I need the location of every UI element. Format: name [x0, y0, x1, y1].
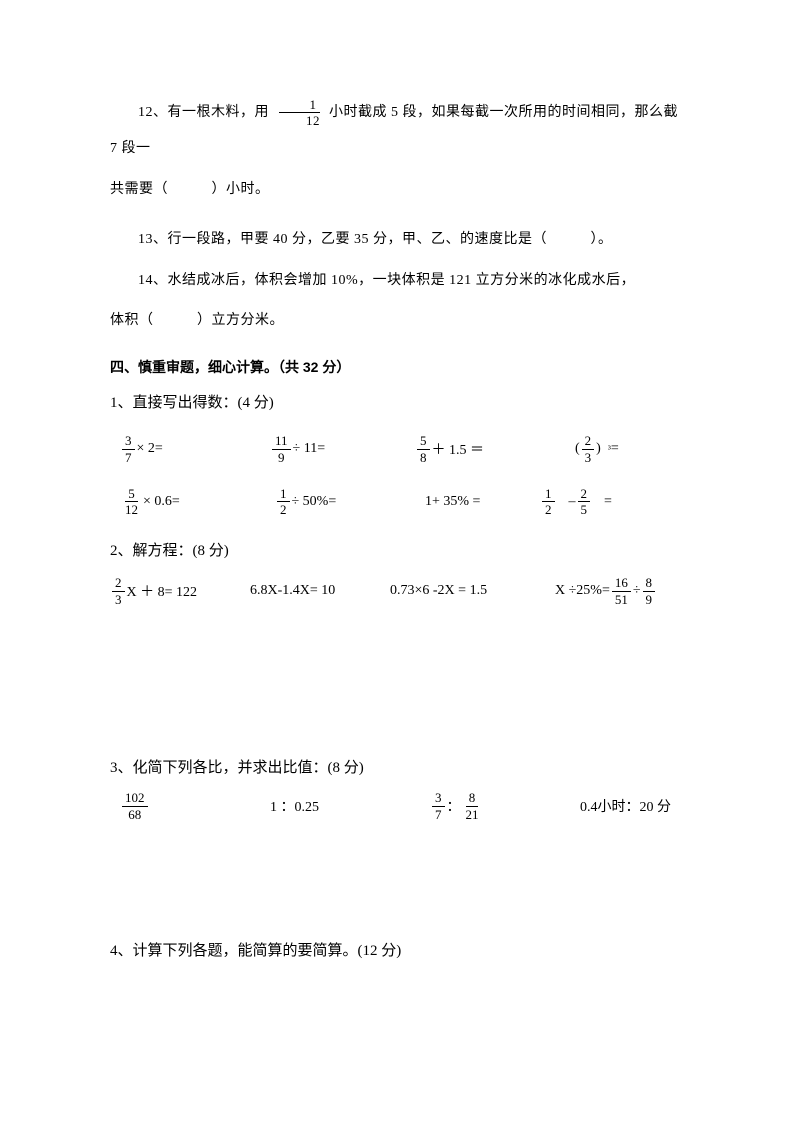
frac-num: 102	[122, 791, 148, 807]
frac-num: 11	[272, 434, 291, 450]
frac-num: 2	[578, 487, 591, 503]
frac-icon: 5 12	[122, 487, 141, 517]
expr-tail: ＋ 1.5 ＝	[432, 439, 485, 459]
frac-den: 9	[275, 450, 288, 465]
p2-row: 2 3 X ＋ 8= 122 6.8X-1.4X= 10 0.73×6 -2X …	[110, 576, 683, 606]
work-space	[110, 622, 683, 742]
frac-den: 68	[125, 807, 144, 822]
frac-den: 21	[463, 807, 482, 822]
p1-row1: 3 7 × 2= 11 9 ÷ 11= 5 8 ＋ 1.5 ＝ ( 2 3	[110, 434, 683, 464]
frac-num: 16	[612, 576, 631, 592]
expr-tail: X ＋ 8= 122	[127, 581, 198, 601]
lparen: (	[575, 441, 580, 457]
frac-icon: 16 51	[612, 576, 631, 606]
p3-c4: 0.4小时：20 分	[580, 796, 671, 816]
p1-r1-c1: 3 7 × 2=	[110, 434, 270, 464]
frac-icon: 102 68	[122, 791, 148, 821]
frac-den: 2	[277, 502, 290, 517]
q14-line1: 14、水结成冰后，体积会增加 10%，一块体积是 121 立方分米的冰化成水后，	[110, 263, 683, 299]
frac-den: 5	[578, 502, 591, 517]
frac-num: 1	[542, 487, 555, 503]
p4-title: 4、计算下列各题，能简算的要简算。(12 分)	[110, 939, 683, 960]
expr-tail: =	[604, 494, 612, 510]
section4-title: 四、慎重审题，细心计算。（共 32 分）	[110, 357, 683, 377]
q12-line2: 共需要（ ）小时。	[110, 172, 683, 208]
p3-c3: 3 7 ： 8 21	[430, 791, 580, 821]
frac-icon: 3 7	[432, 791, 445, 821]
expr: 6.8X-1.4X= 10	[250, 583, 335, 599]
q12-frac: 1 12	[275, 98, 323, 128]
frac-num: 8	[466, 791, 479, 807]
colon: ：	[447, 796, 461, 816]
frac-icon: 2 3	[582, 434, 595, 464]
expr-pre: X ÷25%=	[555, 583, 610, 599]
p2-c4: X ÷25%= 16 51 ÷ 8 9	[555, 576, 657, 606]
expr-tail: ÷ 50%=	[292, 494, 337, 510]
frac-icon: 8 9	[643, 576, 656, 606]
p1-r1-c2: 11 9 ÷ 11=	[270, 434, 415, 464]
frac-num: 2	[112, 576, 125, 592]
p2-c3: 0.73×6 -2X = 1.5	[390, 583, 555, 599]
frac-den: 51	[612, 592, 631, 607]
expr-tail: ÷ 11=	[293, 441, 326, 457]
frac-den: 3	[582, 450, 595, 465]
div: ÷	[633, 583, 641, 599]
expr: 1+ 35% =	[425, 494, 480, 510]
spacer	[110, 212, 683, 222]
frac-icon: 5 8	[417, 434, 430, 464]
p1-r2-c2: 1 2 ÷ 50%=	[275, 487, 425, 517]
frac-den: 2	[542, 502, 555, 517]
expr: 0.4小时：20 分	[580, 796, 671, 816]
minus: –	[569, 494, 576, 510]
p2-title: 2、解方程：(8 分)	[110, 539, 683, 560]
p3-c1: 102 68	[110, 791, 270, 821]
expr-tail: × 0.6=	[143, 494, 180, 510]
p3-row: 102 68 1 ：0.25 3 7 ： 8 21 0.4小时：20 分	[110, 791, 683, 821]
q12-pre: 12、有一根木料，用	[138, 105, 269, 120]
page: 12、有一根木料，用 1 12 小时截成 5 段，如果每截一次所用的时间相同，那…	[0, 0, 793, 1122]
frac-num: 2	[582, 434, 595, 450]
frac-icon: 1 2	[542, 487, 555, 517]
frac-icon: 11 9	[272, 434, 291, 464]
frac-num: 5	[125, 487, 138, 503]
q14-line2: 体积（ ）立方分米。	[110, 303, 683, 339]
frac-num: 1	[279, 98, 320, 114]
frac-icon: 3 7	[122, 434, 135, 464]
rparen: )	[596, 441, 601, 457]
q12-line1: 12、有一根木料，用 1 12 小时截成 5 段，如果每截一次所用的时间相同，那…	[110, 95, 683, 168]
p1-r1-c4: ( 2 3 ) ³ =	[575, 434, 619, 464]
expr-tail: × 2=	[137, 441, 163, 457]
frac-num: 1	[277, 487, 290, 503]
work-space	[110, 835, 683, 925]
p1-r2-c4: 1 2 – 2 5 =	[540, 487, 612, 517]
frac-den: 12	[275, 113, 323, 128]
p1-r2-c3: 1+ 35% =	[425, 494, 540, 510]
p2-c1: 2 3 X ＋ 8= 122	[110, 576, 250, 606]
p1-r2-c1: 5 12 × 0.6=	[110, 487, 275, 517]
frac-icon: 8 21	[463, 791, 482, 821]
frac-den: 3	[112, 592, 125, 607]
p3-title: 3、化简下列各比，并求出比值：(8 分)	[110, 756, 683, 777]
frac-den: 7	[122, 450, 135, 465]
frac-den: 8	[417, 450, 430, 465]
frac-num: 3	[122, 434, 135, 450]
frac-den: 12	[122, 502, 141, 517]
frac-num: 8	[643, 576, 656, 592]
p1-r1-c3: 5 8 ＋ 1.5 ＝	[415, 434, 575, 464]
p2-c2: 6.8X-1.4X= 10	[250, 583, 390, 599]
frac-den: 7	[432, 807, 445, 822]
frac-icon: 2 5	[578, 487, 591, 517]
p1-row2: 5 12 × 0.6= 1 2 ÷ 50%= 1+ 35% = 1 2 – 2	[110, 487, 683, 517]
p3-c2: 1 ：0.25	[270, 796, 430, 816]
p1-title: 1、直接写出得数：(4 分)	[110, 391, 683, 412]
frac-icon: 1 2	[277, 487, 290, 517]
frac-den: 9	[643, 592, 656, 607]
expr-tail: =	[611, 441, 619, 457]
expr: 1 ：0.25	[270, 796, 319, 816]
frac-icon: 2 3	[112, 576, 125, 606]
q13: 13、行一段路，甲要 40 分，乙要 35 分，甲、乙、的速度比是（ ）。	[110, 222, 683, 258]
frac-num: 3	[432, 791, 445, 807]
expr: 0.73×6 -2X = 1.5	[390, 583, 487, 599]
frac-num: 5	[417, 434, 430, 450]
